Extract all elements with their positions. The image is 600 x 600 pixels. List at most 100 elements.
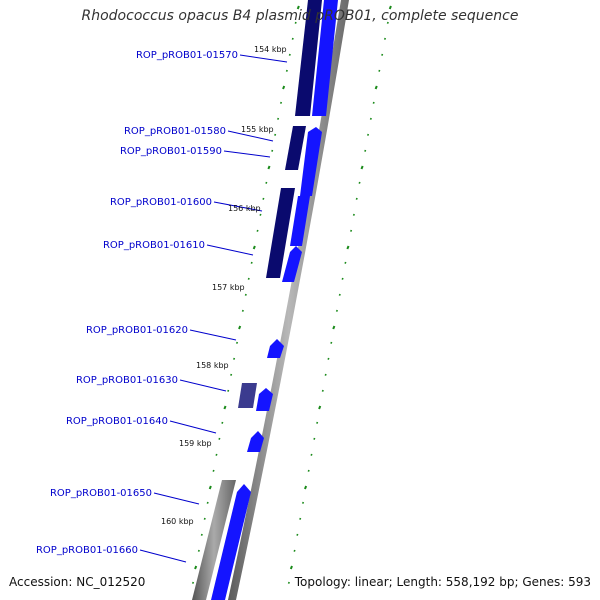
minor-tick [327, 357, 330, 360]
minor-tick [291, 37, 294, 40]
minor-tick [259, 213, 262, 216]
kbp-labels: 154 kbp 155 kbp 156 kbp 157 kbp 158 kbp … [161, 45, 287, 526]
inner-tick-track [191, 5, 300, 584]
minor-tick [358, 181, 361, 184]
gene-blocks-middle [238, 339, 284, 452]
major-tick [289, 565, 293, 570]
reverse-gene-01580[interactable] [285, 126, 306, 170]
forward-gene-01630[interactable] [256, 388, 273, 411]
minor-tick [310, 453, 313, 456]
major-tick [318, 405, 322, 410]
minor-tick [313, 437, 316, 440]
forward-gene-01640[interactable] [247, 431, 264, 452]
gene-label[interactable]: ROP_pROB01-01620 [86, 325, 188, 336]
forward-gene-01610[interactable] [282, 246, 302, 282]
minor-tick [218, 437, 221, 440]
gene-blocks-lower [192, 480, 251, 600]
major-tick [223, 405, 227, 410]
minor-tick [299, 517, 302, 520]
major-tick [374, 85, 378, 90]
minor-tick [203, 517, 206, 520]
kbp-label: 157 kbp [212, 283, 245, 292]
gene-blocks-upper [266, 0, 338, 282]
minor-tick [386, 21, 389, 24]
forward-gene-01570[interactable] [312, 0, 338, 116]
gene-label[interactable]: ROP_pROB01-01580 [124, 126, 226, 137]
kbp-label: 159 kbp [179, 439, 212, 448]
gene-label[interactable]: ROP_pROB01-01590 [120, 146, 222, 157]
major-tick [194, 565, 198, 570]
minor-tick [279, 101, 283, 104]
major-tick [304, 485, 308, 490]
major-tick [282, 85, 286, 90]
minor-tick [372, 101, 375, 104]
major-tick [346, 245, 350, 250]
major-tick [388, 5, 392, 10]
minor-tick [274, 133, 277, 136]
kbp-label: 154 kbp [254, 45, 287, 54]
minor-tick [338, 293, 341, 296]
label-leaders [139, 54, 288, 563]
minor-tick [197, 549, 200, 552]
minor-tick [241, 309, 244, 312]
minor-tick [265, 181, 268, 184]
minor-tick [200, 533, 203, 536]
minor-tick [369, 117, 372, 120]
minor-tick [285, 69, 288, 72]
gene-label[interactable]: ROP_pROB01-01640 [66, 416, 168, 427]
summary-text: Topology: linear; Length: 558,192 bp; Ge… [294, 575, 591, 589]
major-tick [267, 165, 271, 170]
minor-tick [233, 357, 236, 360]
minor-tick [364, 149, 367, 152]
major-tick [332, 325, 336, 330]
accession-text: Accession: NC_012520 [9, 575, 146, 589]
forward-gene-01600[interactable] [290, 196, 310, 246]
minor-tick [247, 277, 250, 280]
minor-tick [307, 469, 310, 472]
forward-gene-01590[interactable] [300, 127, 322, 196]
minor-tick [244, 293, 247, 296]
minor-tick [350, 229, 353, 232]
gene-label[interactable]: ROP_pROB01-01650 [50, 488, 152, 499]
minor-tick [352, 213, 355, 216]
minor-tick [301, 501, 305, 504]
outer-tick-track [287, 5, 392, 584]
forward-gene-01620[interactable] [267, 339, 284, 358]
grey-region-01650 [192, 480, 236, 600]
minor-tick [277, 117, 280, 120]
gene-label[interactable]: ROP_pROB01-01600 [110, 197, 212, 208]
minor-tick [330, 341, 333, 344]
kbp-label: 156 kbp [228, 204, 261, 213]
minor-tick [250, 261, 253, 264]
reverse-gene-01630[interactable] [238, 383, 257, 408]
minor-tick [316, 421, 319, 424]
minor-tick [271, 149, 274, 152]
minor-tick [341, 277, 344, 280]
major-tick [296, 5, 300, 10]
minor-tick [191, 581, 195, 584]
gene-labels: ROP_pROB01-01570 ROP_pROB01-01580 ROP_pR… [36, 50, 238, 556]
minor-tick [227, 389, 230, 392]
reverse-gene-01570[interactable] [295, 0, 322, 116]
major-tick [238, 325, 242, 330]
minor-tick [381, 53, 384, 56]
minor-tick [212, 469, 215, 472]
gene-label[interactable]: ROP_pROB01-01660 [36, 545, 138, 556]
major-tick [360, 165, 364, 170]
minor-tick [288, 53, 291, 56]
minor-tick [294, 21, 297, 24]
minor-tick [321, 389, 324, 392]
major-tick [208, 485, 212, 490]
kbp-label: 155 kbp [241, 125, 274, 134]
reverse-gene-01600[interactable] [266, 188, 295, 278]
gene-label[interactable]: ROP_pROB01-01610 [103, 240, 205, 251]
gene-label[interactable]: ROP_pROB01-01570 [136, 50, 238, 61]
minor-tick [378, 69, 381, 72]
major-tick [252, 245, 256, 250]
minor-tick [335, 309, 338, 312]
minor-tick [366, 133, 370, 136]
forward-gene-01650[interactable] [211, 484, 251, 600]
minor-tick [262, 197, 265, 200]
gene-label[interactable]: ROP_pROB01-01630 [76, 375, 178, 386]
